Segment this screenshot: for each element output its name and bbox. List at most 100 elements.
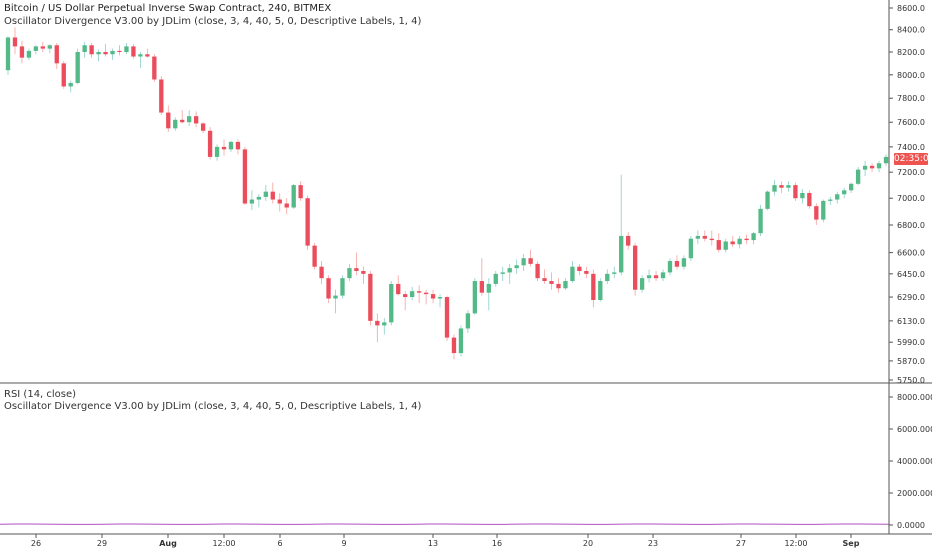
- candle-body: [486, 283, 491, 293]
- candle-body: [228, 141, 234, 150]
- candle: [249, 190, 255, 211]
- study-legend-rsi[interactable]: Oscillator Divergence V3.00 by JDLim (cl…: [4, 401, 422, 412]
- candle: [19, 40, 25, 64]
- candle: [54, 43, 59, 70]
- candle-body: [786, 185, 791, 188]
- candle: [291, 183, 296, 209]
- time-tick-label: 23: [648, 539, 658, 548]
- candle: [465, 310, 471, 334]
- candle: [751, 231, 756, 245]
- candle: [437, 294, 443, 308]
- candle: [758, 204, 763, 236]
- candle: [619, 174, 624, 276]
- study-legend-main[interactable]: Oscillator Divergence V3.00 by JDLim (cl…: [4, 16, 422, 27]
- candle-body: [807, 192, 812, 207]
- time-tick-label: 27: [736, 539, 746, 548]
- candle: [716, 233, 721, 253]
- candle: [765, 190, 770, 211]
- candle: [793, 182, 798, 201]
- price-tick-label: 7200.0: [897, 168, 925, 177]
- time-tick-label: 12:00: [212, 539, 235, 548]
- candle-body: [465, 313, 471, 329]
- rsi-tick-label: 6000.0000: [897, 425, 932, 434]
- candle-body: [619, 235, 624, 273]
- time-tick-label: 13: [428, 539, 438, 548]
- candle-body: [242, 149, 248, 204]
- candle: [145, 48, 150, 58]
- time-tick-label: Aug: [159, 539, 177, 548]
- candle-body: [382, 322, 387, 326]
- candle-body: [535, 263, 540, 279]
- candle-body: [556, 283, 561, 289]
- candle-layer: [5, 27, 889, 360]
- candle-body: [354, 268, 359, 271]
- candle: [549, 272, 554, 290]
- candle: [89, 43, 94, 58]
- candle-body: [855, 169, 861, 184]
- rsi-legend[interactable]: RSI (14, close): [4, 389, 77, 400]
- candle: [305, 195, 310, 250]
- symbol-legend[interactable]: Bitcoin / US Dollar Perpetual Inverse Sw…: [4, 3, 332, 14]
- price-tick-label: 8600.0: [897, 4, 925, 13]
- candle-body: [235, 141, 241, 150]
- candle: [152, 54, 157, 82]
- time-tick-label: 12:00: [784, 539, 807, 548]
- candle-body: [458, 328, 464, 354]
- candle: [486, 278, 491, 311]
- candle-body: [688, 238, 694, 259]
- candle: [312, 242, 317, 270]
- candle-body: [284, 203, 289, 208]
- candle-body: [437, 297, 443, 299]
- candle-body: [514, 265, 519, 269]
- candle-body: [730, 241, 735, 245]
- candle: [584, 266, 589, 279]
- candle-body: [737, 238, 742, 245]
- candle-body: [347, 268, 352, 279]
- candle-body: [396, 283, 401, 295]
- candle: [605, 269, 610, 284]
- candle: [131, 44, 136, 59]
- candle: [423, 289, 429, 305]
- candle-body: [800, 192, 805, 199]
- candle: [68, 80, 73, 93]
- candle: [138, 52, 143, 68]
- candle-body: [152, 56, 157, 80]
- candle-body: [423, 292, 429, 295]
- rsi-tick-label: 0.0000: [897, 521, 925, 530]
- price-tick-label: 8000.0: [897, 71, 925, 80]
- candle: [577, 263, 582, 276]
- price-tick-label: 6290.0: [897, 293, 925, 302]
- candle-body: [340, 278, 345, 296]
- candle: [256, 194, 262, 208]
- candle: [389, 281, 394, 326]
- candle: [409, 286, 415, 300]
- candle-body: [500, 272, 505, 274]
- candle-body: [646, 275, 652, 279]
- candle: [479, 258, 485, 296]
- candle: [591, 269, 596, 308]
- candle: [368, 270, 373, 326]
- candle: [166, 105, 171, 133]
- candle: [200, 122, 206, 134]
- candle: [193, 111, 199, 128]
- candle-body: [416, 291, 422, 293]
- candle: [277, 192, 282, 212]
- candle-body: [848, 183, 854, 191]
- candle-body: [723, 241, 728, 250]
- candle-body: [598, 281, 603, 300]
- candle-body: [667, 261, 673, 273]
- candle: [444, 295, 450, 341]
- candle: [709, 230, 714, 246]
- candle-body: [876, 163, 882, 169]
- candle: [472, 278, 478, 315]
- price-tick-label: 5750.0: [897, 376, 925, 385]
- candle: [702, 230, 707, 242]
- price-tick-label: 8400.0: [897, 26, 925, 35]
- candle: [96, 49, 101, 62]
- candle-body: [779, 185, 784, 188]
- candle: [403, 291, 408, 311]
- candle-body: [883, 156, 889, 164]
- candle-body: [291, 185, 296, 208]
